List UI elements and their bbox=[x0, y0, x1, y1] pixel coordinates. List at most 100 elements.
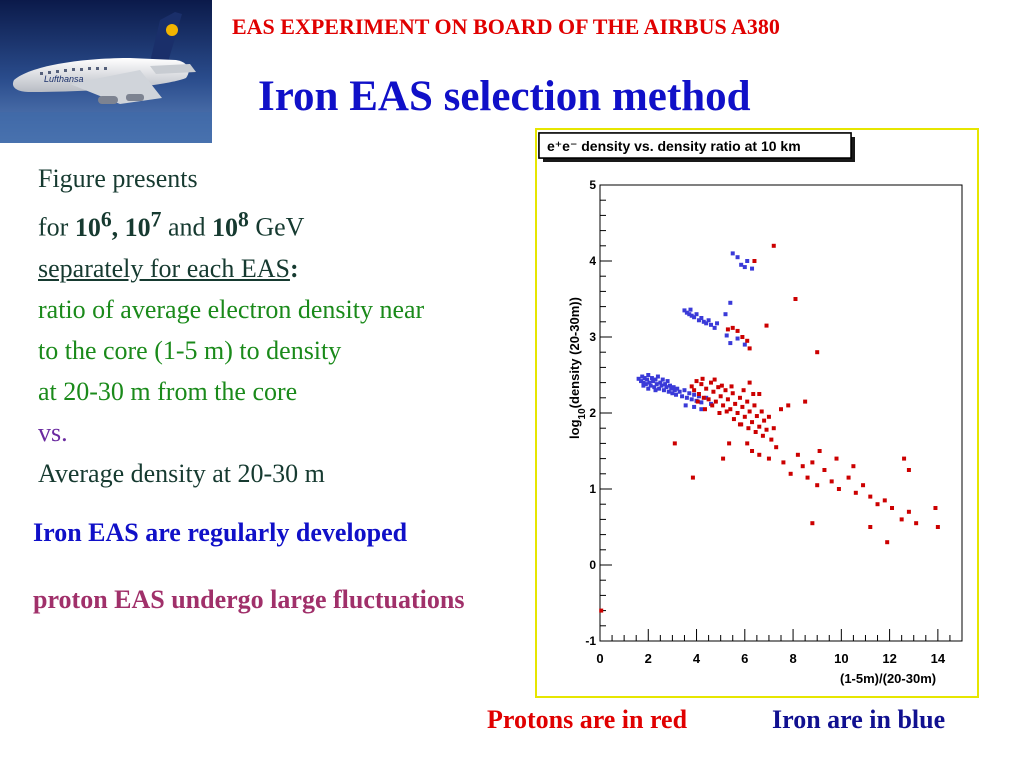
iron-point bbox=[728, 300, 733, 305]
protons-point bbox=[719, 383, 724, 388]
x-tick-label: 10 bbox=[834, 651, 848, 666]
protons-point bbox=[735, 328, 740, 333]
iron-point bbox=[654, 382, 659, 387]
protons-point bbox=[933, 506, 938, 510]
protons-point bbox=[757, 392, 762, 396]
desc-line-2: for 106, 107 and 108 GeV bbox=[38, 199, 424, 248]
iron-point bbox=[730, 251, 735, 256]
desc-line-6: at 20-30 m from the core bbox=[38, 376, 298, 406]
iron-point bbox=[672, 388, 677, 393]
iron-point bbox=[677, 389, 682, 394]
protons-point bbox=[786, 403, 791, 408]
desc-line-7: vs. bbox=[38, 417, 68, 447]
protons-point bbox=[753, 430, 758, 434]
protons-point bbox=[788, 471, 793, 476]
iron-point bbox=[689, 313, 694, 318]
iron-point bbox=[742, 265, 747, 270]
x-tick-label: 8 bbox=[789, 651, 796, 666]
y-tick-label: 2 bbox=[589, 406, 596, 420]
x-tick-label: 0 bbox=[596, 651, 603, 666]
iron-point bbox=[683, 403, 688, 408]
desc-sep: , bbox=[111, 212, 125, 242]
desc-unit: GeV bbox=[248, 212, 305, 242]
protons-point bbox=[713, 399, 718, 404]
desc-line-4: ratio of average electron density near bbox=[38, 294, 425, 324]
iron-point bbox=[699, 407, 704, 412]
iron-point bbox=[745, 259, 750, 263]
protons-point bbox=[815, 350, 820, 355]
iron-point bbox=[735, 336, 740, 341]
protons-point bbox=[914, 521, 919, 526]
protons-point bbox=[721, 456, 726, 461]
protons-point bbox=[760, 433, 765, 438]
y-axis-ticks: -1 0 1 2 3 4 5 bbox=[585, 178, 612, 648]
iron-point bbox=[688, 307, 693, 312]
protons-point bbox=[740, 335, 745, 339]
protons-point bbox=[745, 441, 750, 446]
energy-1e8-exp: 8 bbox=[238, 207, 249, 231]
protons-point bbox=[672, 441, 677, 446]
protons-point bbox=[795, 452, 800, 457]
iron-point bbox=[643, 382, 648, 387]
iron-point bbox=[647, 380, 652, 385]
protons-point bbox=[745, 399, 750, 404]
iron-point bbox=[646, 373, 651, 377]
y-tick-label: 1 bbox=[589, 482, 596, 496]
iron-point bbox=[664, 385, 669, 390]
protons-point bbox=[769, 437, 774, 442]
desc-for: for bbox=[38, 212, 75, 242]
y-tick-label: 5 bbox=[589, 178, 596, 192]
iron-point bbox=[687, 312, 692, 317]
energy-1e7-base: 10 bbox=[124, 212, 151, 242]
iron-note: Iron EAS are regularly developed bbox=[33, 518, 408, 547]
protons-point bbox=[762, 418, 767, 423]
protons-point bbox=[875, 502, 880, 507]
protons-point bbox=[902, 456, 907, 461]
protons-point bbox=[793, 297, 798, 301]
iron-point bbox=[659, 383, 664, 388]
iron-point bbox=[666, 389, 671, 394]
protons-point bbox=[882, 498, 887, 503]
protons-point bbox=[817, 449, 822, 453]
protons-point bbox=[731, 417, 736, 422]
y-label-subscript: 10 bbox=[577, 408, 588, 420]
protons-point bbox=[725, 397, 730, 402]
chart-title: e⁺e⁻ density vs. density ratio at 10 km bbox=[547, 138, 801, 154]
iron-point bbox=[742, 342, 747, 347]
protons-point bbox=[718, 394, 723, 399]
protons-point bbox=[834, 456, 839, 461]
x-tick-label: 2 bbox=[645, 651, 652, 666]
y-tick-label: 4 bbox=[589, 254, 596, 268]
protons-point bbox=[868, 525, 873, 529]
protons-point bbox=[747, 409, 752, 414]
protons-point bbox=[689, 384, 694, 389]
energy-1e8-base: 10 bbox=[212, 212, 239, 242]
airplane-image: Lufthansa bbox=[0, 0, 212, 143]
iron-point bbox=[652, 385, 657, 390]
chart-svg: e⁺e⁻ density vs. density ratio at 10 km … bbox=[535, 128, 979, 698]
protons-point bbox=[805, 475, 810, 480]
desc-line-5: to the core (1-5 m) to density bbox=[38, 335, 342, 365]
protons-point bbox=[706, 397, 711, 402]
protons-point bbox=[750, 449, 755, 453]
iron-point bbox=[684, 310, 689, 315]
iron-point bbox=[680, 394, 685, 399]
iron-point bbox=[675, 386, 680, 391]
protons-point bbox=[725, 327, 730, 332]
protons-point bbox=[868, 494, 873, 499]
iron-point bbox=[712, 325, 717, 330]
iron-point bbox=[706, 318, 711, 323]
iron-point bbox=[724, 333, 729, 338]
iron-point bbox=[641, 380, 646, 385]
protons-point bbox=[757, 452, 762, 457]
protons-point bbox=[906, 509, 911, 514]
iron-point bbox=[663, 382, 668, 387]
protons-point bbox=[733, 401, 738, 406]
protons-point bbox=[759, 409, 764, 414]
protons-point bbox=[724, 409, 729, 414]
protons-point bbox=[836, 487, 841, 491]
protons-point bbox=[716, 385, 721, 390]
y-label-rest: (density (20-30m)) bbox=[567, 297, 582, 408]
iron-point bbox=[684, 395, 689, 400]
iron-point bbox=[636, 376, 641, 381]
